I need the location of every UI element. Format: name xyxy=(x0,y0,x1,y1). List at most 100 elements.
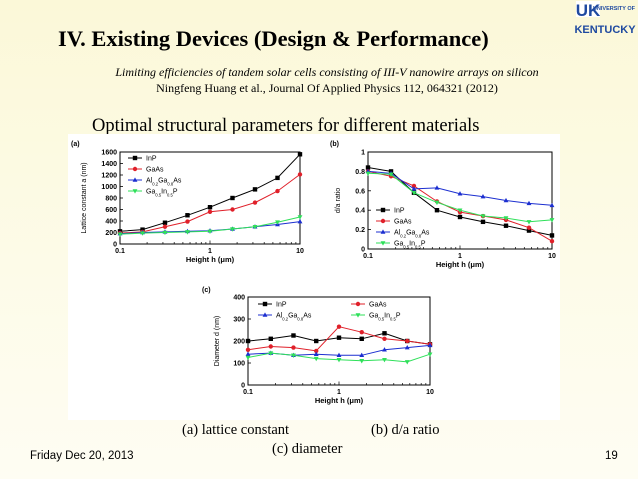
marker-circle xyxy=(132,166,138,172)
y-tick-label: 1000 xyxy=(101,184,117,191)
x-tick-label: 10 xyxy=(548,253,556,260)
marker-triangle-down xyxy=(297,215,303,220)
marker-triangle-down xyxy=(365,171,371,176)
marker-triangle-down xyxy=(526,220,532,225)
marker-square xyxy=(336,335,342,340)
marker-triangle-down xyxy=(268,351,274,356)
marker-triangle-up xyxy=(457,191,463,196)
marker-square xyxy=(132,155,138,161)
marker-circle xyxy=(185,219,190,224)
slide-title: IV. Existing Devices (Design & Performan… xyxy=(58,26,489,51)
page-number: 19 xyxy=(605,450,618,462)
logo-text-uk: UK xyxy=(576,1,601,20)
caption-c: (c) diameter xyxy=(272,441,343,457)
marker-square xyxy=(359,336,364,341)
x-tick-label: 10 xyxy=(296,248,304,255)
y-tick-label: 400 xyxy=(105,218,117,225)
logo-text-university: UNIVERSITY OF xyxy=(593,6,636,12)
marker-square xyxy=(245,338,251,344)
citation-title: Limiting efficiencies of tandem solar ce… xyxy=(115,65,539,79)
y-tick-label: 0.4 xyxy=(355,208,365,215)
y-tick-label: 1200 xyxy=(101,172,117,179)
x-tick-label: 1 xyxy=(458,253,462,260)
marker-square xyxy=(380,207,386,213)
panel-label: (c) xyxy=(202,287,211,294)
marker-triangle-up xyxy=(336,352,342,358)
y-tick-label: 0.6 xyxy=(355,188,365,195)
x-tick-label: 0.1 xyxy=(115,248,125,255)
legend-label: GaAs xyxy=(394,218,412,225)
marker-triangle-down xyxy=(359,359,365,364)
legend-label: Ga0.5In0.5P xyxy=(146,188,178,197)
y-tick-label: 0 xyxy=(361,246,365,253)
marker-triangle-up xyxy=(380,229,386,234)
marker-triangle-down xyxy=(162,230,168,236)
y-tick-label: 0.8 xyxy=(355,169,365,176)
marker-circle xyxy=(297,172,303,177)
marker-circle xyxy=(411,183,417,189)
marker-circle xyxy=(245,347,251,352)
marker-triangle-down xyxy=(427,352,433,357)
marker-triangle-down xyxy=(117,232,123,237)
marker-circle xyxy=(268,344,273,349)
y-axis-label: Lattice constant a (nm) xyxy=(81,162,88,233)
marker-square xyxy=(382,331,387,336)
footer-date: Friday Dec 20, 2013 xyxy=(30,450,134,462)
marker-triangle-up xyxy=(549,202,555,208)
marker-triangle-down xyxy=(503,216,509,221)
x-axis-label: Height h (μm) xyxy=(436,260,485,269)
citation-authors: Ningfeng Huang et al., Journal Of Applie… xyxy=(156,81,498,95)
chart-panel-b: 0 0.2 0.4 0.6 0.8 1 0.1 1 10 Height h (μm) d/a rat… xyxy=(330,141,556,269)
marker-triangle-up xyxy=(404,344,410,350)
marker-circle xyxy=(359,330,364,335)
legend-label: GaAs xyxy=(146,166,164,173)
legend-label: InP xyxy=(276,301,287,308)
x-tick-label: 0.1 xyxy=(363,253,373,260)
marker-square xyxy=(480,219,486,225)
marker-square xyxy=(162,220,168,225)
marker-triangle-up xyxy=(132,177,138,182)
y-axis-label: d/a ratio xyxy=(335,188,342,213)
y-tick-label: 1 xyxy=(361,149,365,156)
marker-triangle-down xyxy=(140,231,145,236)
x-tick-label: 1 xyxy=(337,389,341,396)
legend-label: Ga0.5In0.5P xyxy=(369,312,401,321)
marker-square xyxy=(291,333,296,338)
marker-triangle-down xyxy=(252,224,258,230)
marker-circle xyxy=(549,239,555,244)
y-tick-label: 0.2 xyxy=(355,227,365,234)
x-tick-label: 0.1 xyxy=(243,389,253,396)
logo-text-kentucky: KENTUCKY xyxy=(574,24,636,36)
legend-label: Al0.2Ga0.8As xyxy=(276,312,312,321)
marker-square xyxy=(252,187,258,192)
marker-circle xyxy=(314,348,319,354)
panel-label: (a) xyxy=(71,141,80,148)
marker-circle xyxy=(336,324,342,329)
marker-triangle-down xyxy=(404,360,410,365)
marker-square xyxy=(297,152,303,157)
marker-square xyxy=(526,228,532,233)
y-tick-label: 300 xyxy=(233,316,245,323)
y-tick-label: 1400 xyxy=(101,161,117,168)
marker-square xyxy=(503,223,509,228)
marker-triangle-down xyxy=(132,189,138,194)
marker-triangle-down xyxy=(275,220,280,225)
x-axis-label: Height h (μm) xyxy=(186,255,235,264)
marker-triangle-down xyxy=(336,357,342,363)
university-logo: UK UNIVERSITY OF KENTUCKY xyxy=(572,0,638,40)
marker-triangle-up xyxy=(434,185,440,190)
marker-triangle-up xyxy=(245,351,251,356)
marker-triangle-up xyxy=(427,342,433,348)
marker-square xyxy=(457,214,463,220)
marker-square xyxy=(365,165,371,170)
marker-triangle-up xyxy=(503,197,509,203)
marker-triangle-up xyxy=(359,352,365,358)
marker-square xyxy=(140,227,145,232)
x-tick-label: 1 xyxy=(208,248,212,255)
legend-label: Al0.2Ga0.8As xyxy=(394,229,430,238)
marker-square xyxy=(262,301,268,307)
caption-b: (b) d/a ratio xyxy=(371,422,440,438)
marker-triangle-down xyxy=(388,172,394,177)
x-tick-label: 10 xyxy=(426,389,434,396)
y-tick-label: 600 xyxy=(105,207,117,214)
